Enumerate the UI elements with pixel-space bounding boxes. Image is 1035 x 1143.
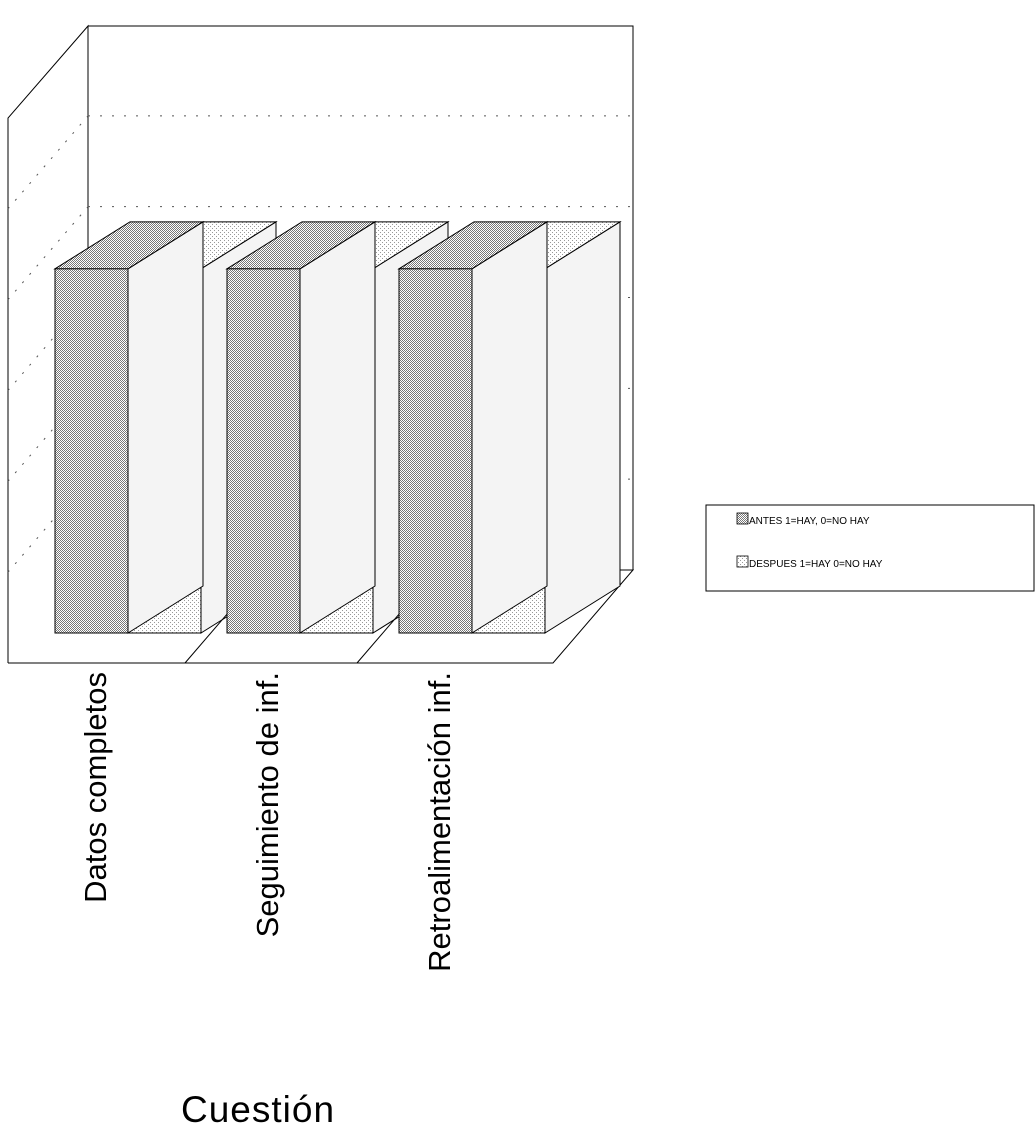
bar-side [299,220,376,634]
legend-swatch-despues [736,555,749,568]
bar-side [471,220,548,634]
bar-side [544,220,621,634]
category-label: Datos completos [78,672,113,903]
gridline-left [7,115,89,210]
legend: ANTES 1=HAY, 0=NO HAY DESPUES 1=HAY 0=NO… [705,504,1035,592]
legend-label-despues: DESPUES 1=HAY 0=NO HAY [749,559,883,570]
back-wall [88,25,634,570]
bar-antes [226,268,301,634]
bar-side [127,220,204,634]
category-label: Seguimiento de inf. [250,672,285,937]
legend-label-antes: ANTES 1=HAY, 0=NO HAY [749,516,870,527]
category-labels: Datos completos Seguimiento de inf. Retroa… [78,672,457,972]
category-label: Retroalimentación inf. [422,672,457,972]
legend-box [705,504,1035,592]
x-axis-label: Cuestión [181,1089,335,1130]
chart-bars [53,220,622,664]
legend-swatch-antes [736,512,749,525]
bar-antes [398,268,473,634]
bar-antes [54,268,129,634]
